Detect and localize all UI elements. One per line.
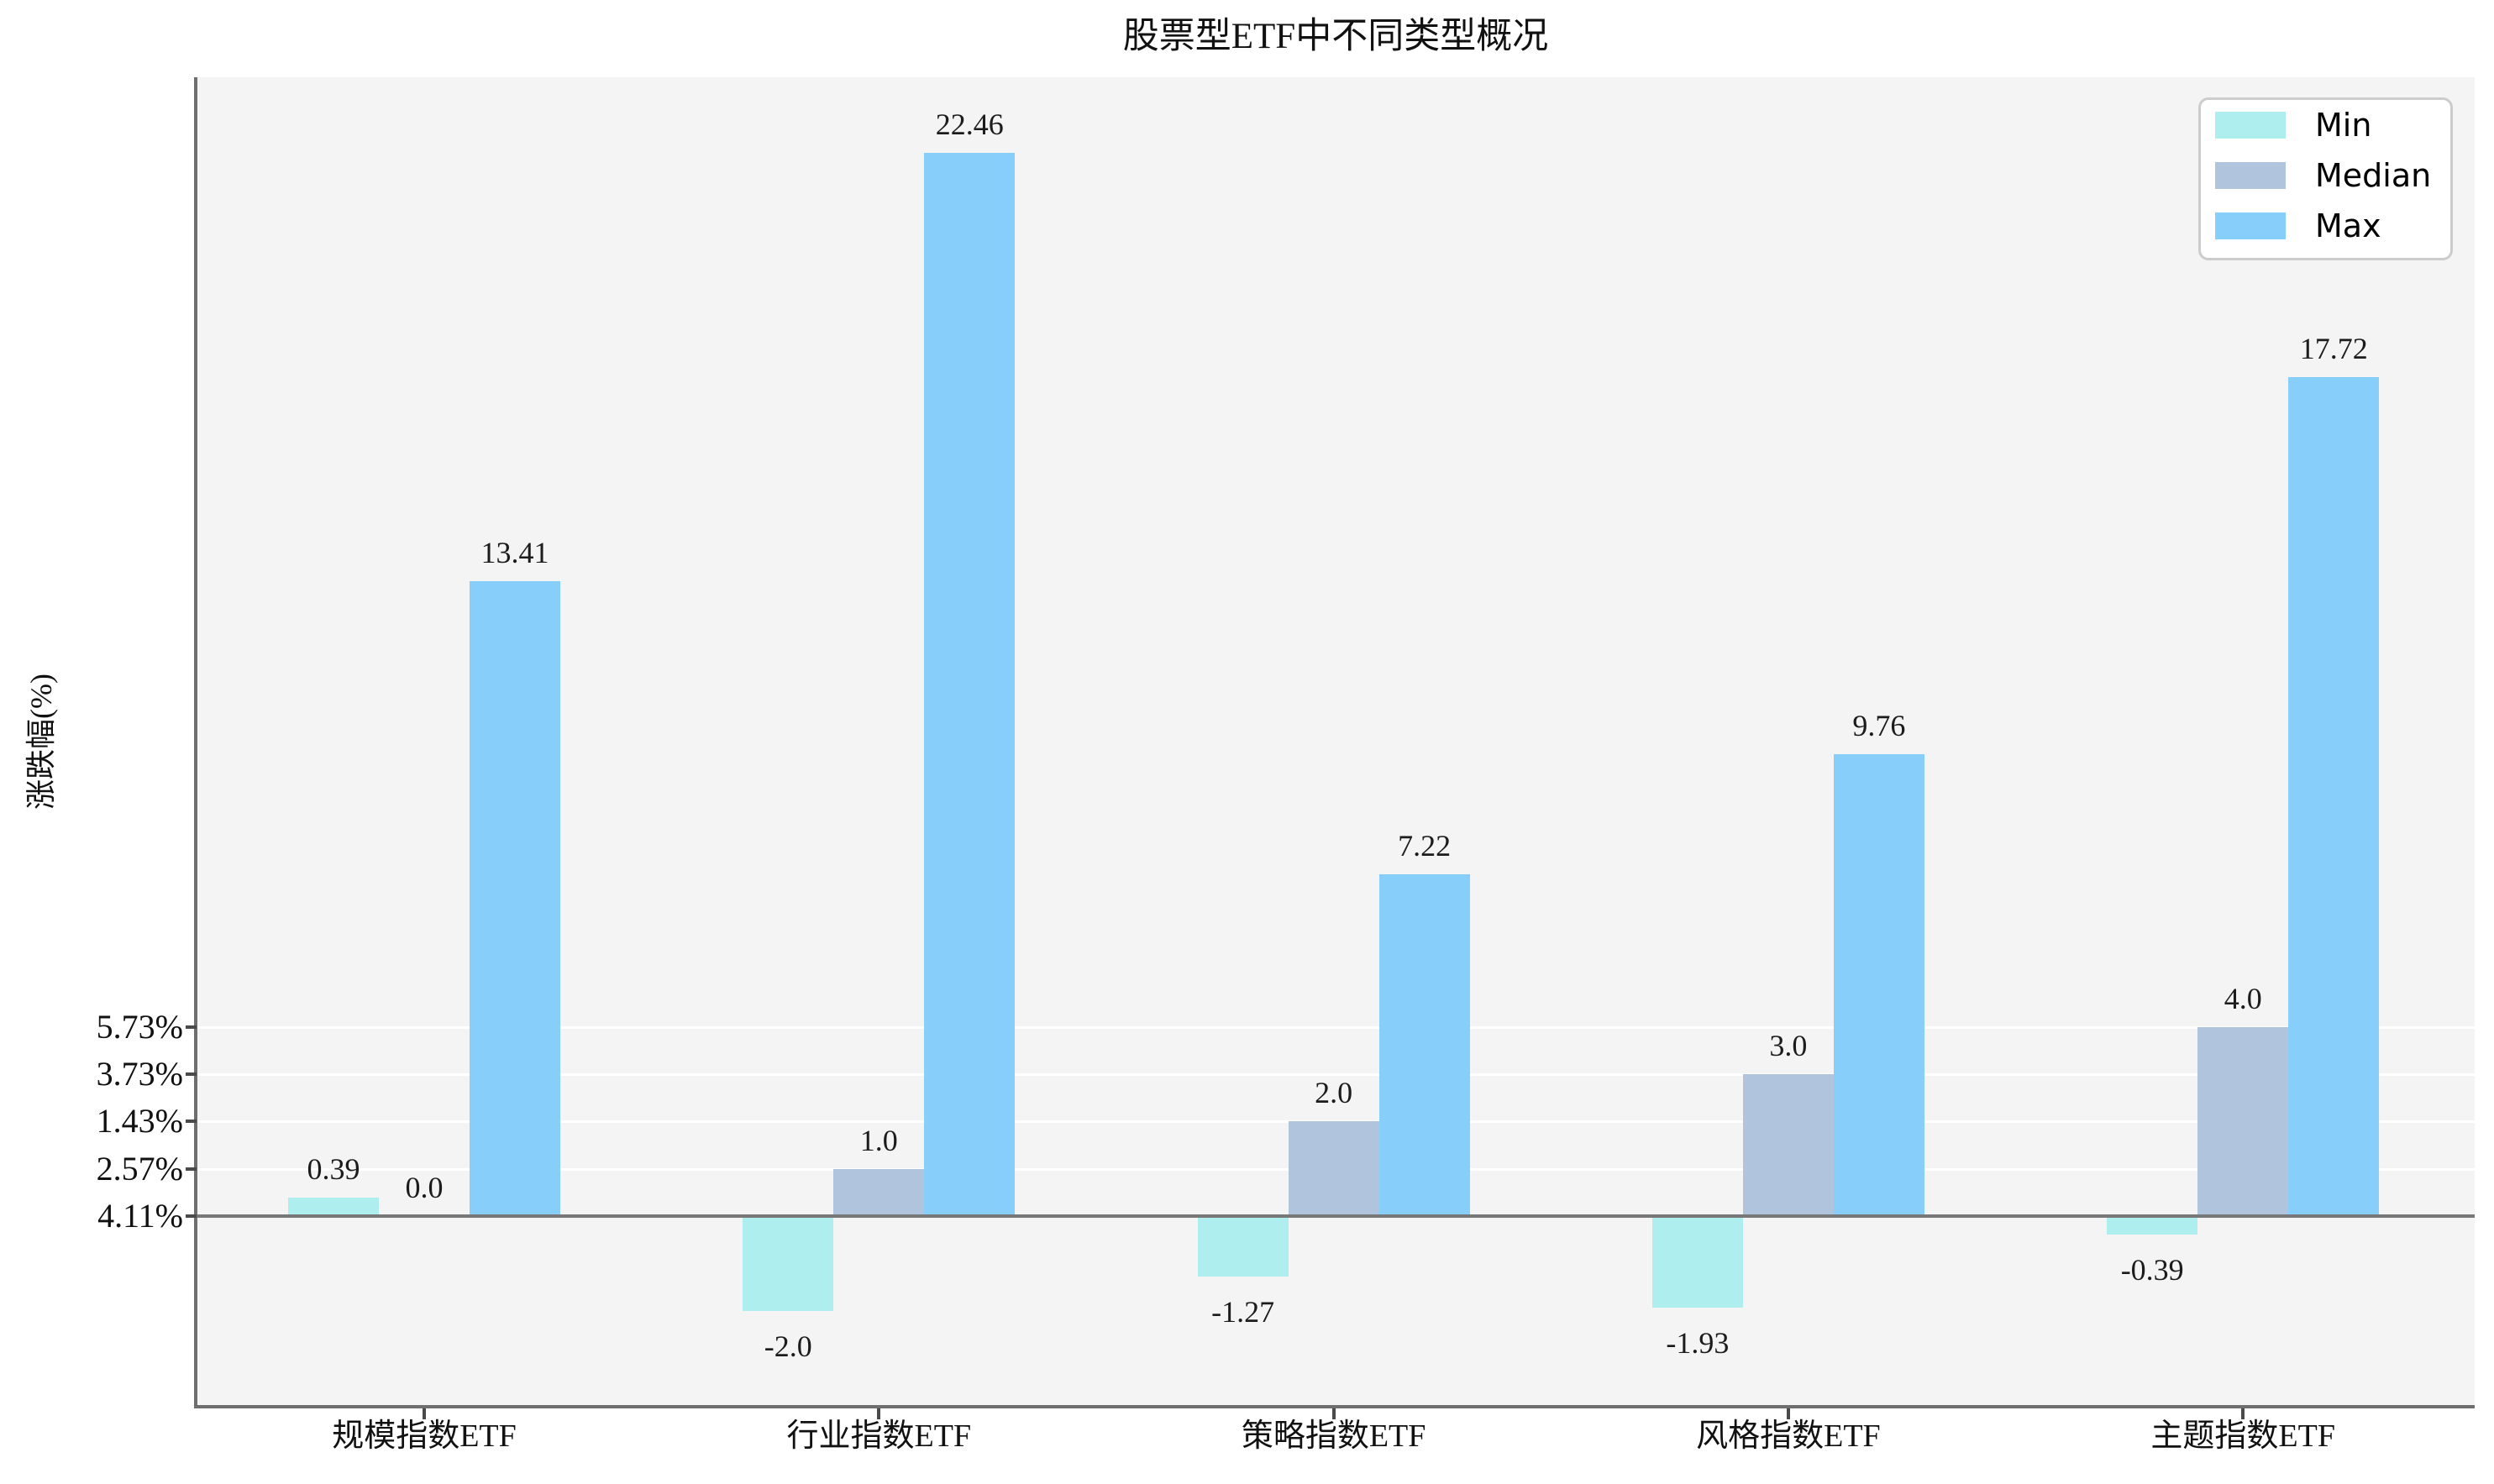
y-axis-label: 涨跌幅(%)	[24, 674, 58, 810]
gridline-3.73%	[197, 1072, 2475, 1076]
bar-value-label-max-1: 13.41	[480, 536, 549, 570]
x-axis-spine	[194, 1405, 2475, 1408]
y-tick-mark	[186, 1167, 197, 1171]
x-tick-label-3: 策略指数ETF	[1241, 1418, 1426, 1454]
bar-min-4	[1651, 1216, 1743, 1308]
legend-label-median: Median	[2315, 157, 2432, 194]
y-tick-label: 5.73%	[96, 1007, 183, 1046]
bar-max-5	[2288, 377, 2380, 1216]
y-tick-label: 3.73%	[96, 1054, 183, 1093]
bar-value-label-max-4: 9.76	[1852, 709, 1906, 743]
legend-item-median: Median	[2215, 157, 2450, 194]
y-tick-label: 4.11%	[97, 1197, 183, 1235]
x-tick-mark	[1331, 1408, 1336, 1419]
legend-label-min: Min	[2315, 107, 2372, 144]
gridline-5.73%	[197, 1025, 2475, 1029]
legend-swatch-median	[2215, 162, 2286, 189]
bar-value-label-min-4: -1.93	[1666, 1325, 1730, 1360]
chart-title: 股票型ETF中不同类型概况	[1122, 17, 1549, 56]
x-tick-mark	[423, 1408, 426, 1419]
x-tick-label-4: 风格指数ETF	[1696, 1418, 1881, 1454]
bar-value-label-max-5: 17.72	[2299, 332, 2368, 366]
legend-label-max: Max	[2315, 207, 2381, 244]
bar-median-2	[833, 1168, 925, 1216]
legend-swatch-min	[2215, 112, 2286, 139]
bar-value-label-median-5: 4.0	[2224, 981, 2262, 1015]
y-tick-mark	[186, 1072, 197, 1076]
bar-value-label-median-4: 3.0	[1769, 1028, 1808, 1062]
legend: Min Median Max	[2198, 97, 2453, 260]
bar-max-2	[924, 153, 1016, 1216]
bar-value-label-median-2: 1.0	[859, 1123, 898, 1157]
bar-min-1	[288, 1198, 379, 1216]
bar-min-5	[2107, 1216, 2198, 1235]
plot-area	[197, 77, 2475, 1405]
bar-value-label-median-3: 2.0	[1315, 1076, 1353, 1110]
y-axis-spine	[194, 77, 197, 1408]
bar-value-label-max-3: 7.22	[1398, 829, 1452, 863]
bar-value-label-max-2: 22.46	[935, 107, 1004, 142]
x-tick-label-2: 行业指数ETF	[786, 1418, 972, 1454]
x-tick-mark	[877, 1408, 881, 1419]
legend-swatch-max	[2215, 212, 2286, 239]
bar-value-label-min-3: -1.27	[1211, 1294, 1275, 1329]
legend-item-max: Max	[2215, 207, 2450, 244]
y-tick-mark	[186, 1214, 197, 1218]
bar-median-3	[1288, 1121, 1379, 1216]
y-tick-mark	[186, 1120, 197, 1124]
bar-median-4	[1742, 1073, 1834, 1216]
legend-items: Min Median Max	[2215, 107, 2450, 244]
y-tick-mark	[186, 1025, 197, 1029]
bar-value-label-min-1: 0.39	[307, 1152, 360, 1187]
bar-min-3	[1197, 1216, 1289, 1277]
bar-max-1	[470, 581, 560, 1216]
x-tick-mark	[2241, 1408, 2245, 1419]
y-tick-label: 1.43%	[96, 1102, 183, 1141]
zero-line	[197, 1214, 2475, 1218]
bar-value-label-median-1: 0.0	[405, 1171, 444, 1204]
bar-median-5	[2197, 1026, 2289, 1216]
bar-value-label-min-5: -0.39	[2120, 1252, 2184, 1287]
x-tick-label-5: 主题指数ETF	[2150, 1418, 2335, 1454]
bar-max-3	[1378, 874, 1470, 1216]
y-tick-label: 2.57%	[96, 1149, 183, 1188]
x-tick-mark	[1786, 1408, 1790, 1419]
legend-item-min: Min	[2215, 107, 2450, 144]
x-tick-label-1: 规模指数ETF	[332, 1418, 517, 1454]
bar-max-4	[1833, 754, 1924, 1216]
bar-value-label-min-2: -2.0	[764, 1329, 812, 1363]
bar-min-2	[743, 1216, 834, 1311]
